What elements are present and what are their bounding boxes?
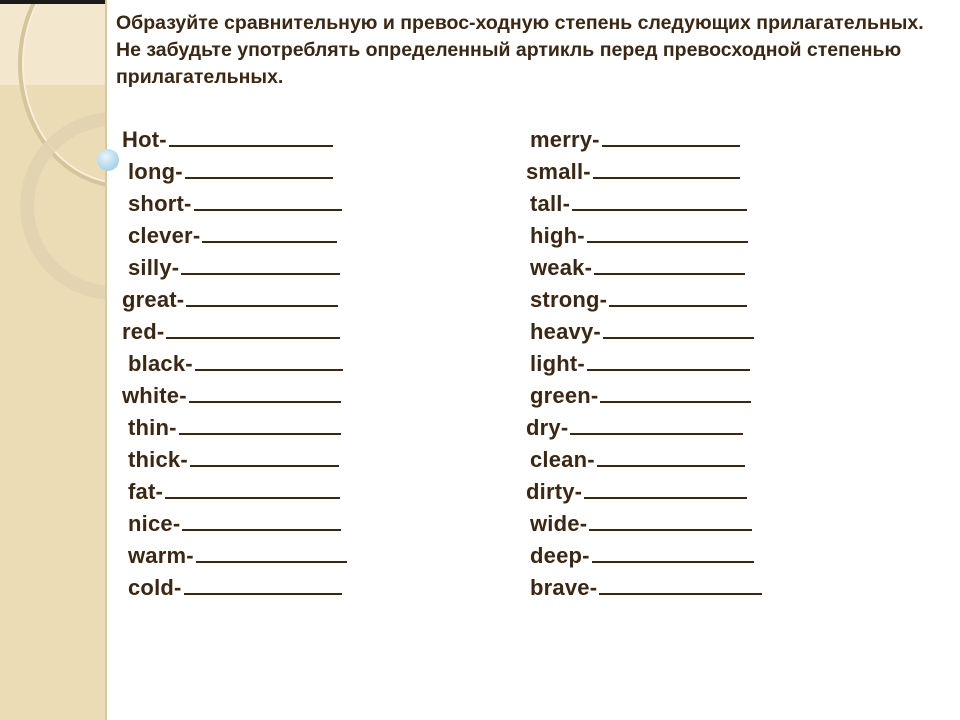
answer-blank[interactable]	[609, 285, 747, 307]
answer-blank[interactable]	[165, 477, 340, 499]
exercise-item: nice-	[128, 509, 341, 539]
adjective-label: clever-	[128, 223, 201, 248]
answer-blank[interactable]	[195, 541, 347, 563]
exercise-item: silly-	[128, 253, 340, 283]
adjective-label: heavy-	[530, 319, 601, 344]
adjective-label: thin-	[128, 415, 177, 440]
answer-blank[interactable]	[592, 157, 740, 179]
exercise-item: thick-	[128, 445, 339, 475]
adjective-label: great-	[122, 287, 185, 312]
answer-blank[interactable]	[186, 285, 338, 307]
answer-blank[interactable]	[602, 317, 754, 339]
exercise-item: long-	[128, 157, 333, 187]
exercise-item: merry-	[530, 125, 740, 155]
adjective-label: fat-	[128, 479, 164, 504]
answer-blank[interactable]	[184, 157, 333, 179]
top-edge-bar	[0, 0, 105, 4]
answer-blank[interactable]	[600, 381, 751, 403]
adjective-label: wide-	[530, 511, 588, 536]
adjective-label: red-	[122, 319, 165, 344]
exercise-item: heavy-	[530, 317, 754, 347]
exercise-item: thin-	[128, 413, 341, 443]
exercise-item: wide-	[530, 509, 752, 539]
answer-blank[interactable]	[181, 253, 340, 275]
exercise-item: brave-	[530, 573, 762, 603]
exercise-item: Hot-	[122, 125, 333, 155]
answer-blank[interactable]	[591, 541, 754, 563]
adjective-label: short-	[128, 191, 192, 216]
exercise-item: cold-	[128, 573, 342, 603]
adjective-label: high-	[530, 223, 585, 248]
adjective-label: white-	[122, 383, 187, 408]
answer-blank[interactable]	[599, 573, 762, 595]
answer-blank[interactable]	[570, 413, 743, 435]
instruction-text: Образуйте сравнительную и превос-ходную …	[116, 12, 924, 88]
answer-blank[interactable]	[589, 509, 752, 531]
answer-blank[interactable]	[586, 221, 748, 243]
adjective-label: small-	[526, 159, 591, 184]
exercise-item: white-	[122, 381, 341, 411]
answer-blank[interactable]	[182, 509, 341, 531]
bubble-ornament-icon	[97, 149, 119, 171]
adjective-label: long-	[128, 159, 183, 184]
answer-blank[interactable]	[202, 221, 337, 243]
adjective-label: warm-	[128, 543, 194, 568]
answer-blank[interactable]	[193, 189, 342, 211]
answer-blank[interactable]	[596, 445, 745, 467]
exercise-item: dry-	[526, 413, 743, 443]
adjective-label: weak-	[530, 255, 593, 280]
answer-blank[interactable]	[183, 573, 342, 595]
answer-blank[interactable]	[188, 381, 341, 403]
answer-blank[interactable]	[194, 349, 343, 371]
exercise-item: red-	[122, 317, 340, 347]
adjective-label: green-	[530, 383, 599, 408]
exercise-item: clever-	[128, 221, 337, 251]
exercise-item: small-	[526, 157, 740, 187]
adjective-label: brave-	[530, 575, 598, 600]
exercise-item: tall-	[530, 189, 747, 219]
exercise-item: green-	[530, 381, 751, 411]
answer-blank[interactable]	[178, 413, 341, 435]
adjective-label: cold-	[128, 575, 182, 600]
answer-blank[interactable]	[586, 349, 750, 371]
adjective-label: merry-	[530, 127, 600, 152]
answer-blank[interactable]	[594, 253, 745, 275]
exercise-item: dirty-	[526, 477, 747, 507]
adjective-label: strong-	[530, 287, 608, 312]
answer-blank[interactable]	[572, 189, 747, 211]
adjective-label: dry-	[526, 415, 569, 440]
adjective-label: clean-	[530, 447, 595, 472]
adjective-label: black-	[128, 351, 193, 376]
adjective-label: dirty-	[526, 479, 583, 504]
exercise-item: short-	[128, 189, 342, 219]
exercise-item: warm-	[128, 541, 347, 571]
adjective-label: thick-	[128, 447, 188, 472]
adjective-label: light-	[530, 351, 585, 376]
adjective-label: nice-	[128, 511, 181, 536]
exercise-item: black-	[128, 349, 343, 379]
adjective-label: tall-	[530, 191, 571, 216]
answer-blank[interactable]	[166, 317, 340, 339]
exercise-item: strong-	[530, 285, 747, 315]
decorative-sidebar	[0, 0, 107, 720]
adjective-label: deep-	[530, 543, 590, 568]
answer-blank[interactable]	[189, 445, 339, 467]
decorative-ring	[20, 112, 105, 300]
answer-blank[interactable]	[168, 125, 333, 147]
adjective-label: Hot-	[122, 127, 167, 152]
exercise-item: fat-	[128, 477, 340, 507]
exercise-item: clean-	[530, 445, 745, 475]
exercise-item: great-	[122, 285, 338, 315]
answer-blank[interactable]	[601, 125, 740, 147]
exercise-item: weak-	[530, 253, 745, 283]
adjective-label: silly-	[128, 255, 180, 280]
exercise-item: high-	[530, 221, 748, 251]
exercise-item: light-	[530, 349, 750, 379]
exercise-item: deep-	[530, 541, 754, 571]
answer-blank[interactable]	[584, 477, 747, 499]
